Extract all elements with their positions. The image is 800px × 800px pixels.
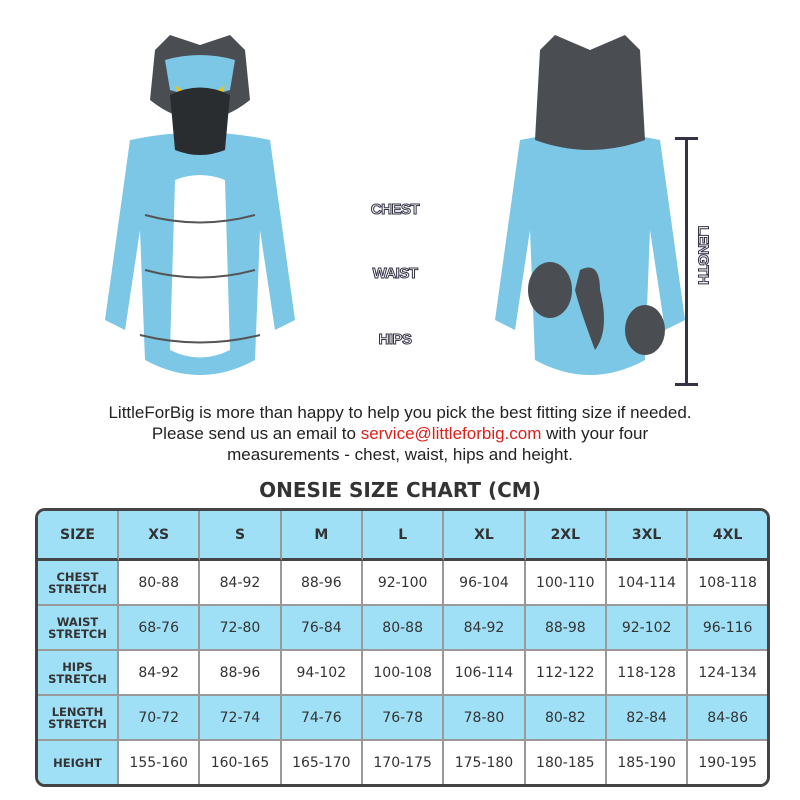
message-line-1: LittleForBig is more than happy to help … bbox=[108, 403, 692, 422]
table-cell: 124-134 bbox=[688, 651, 767, 696]
table-cell: 84-92 bbox=[444, 606, 526, 651]
onesie-front-image bbox=[105, 35, 295, 375]
row-header: LENGTH STRETCH bbox=[38, 696, 119, 741]
row-label: HEIGHT bbox=[53, 755, 102, 770]
table-cell: 185-190 bbox=[606, 741, 689, 784]
table-cell: 80-88 bbox=[119, 561, 201, 606]
table-row: WAIST STRETCH 68-76 72-80 76-84 80-88 84-92 88-… bbox=[38, 606, 767, 651]
table-cell: 118-128 bbox=[606, 651, 689, 696]
table-row: LENGTH STRETCH 70-72 72-74 74-76 76-78 78-80 80… bbox=[38, 696, 767, 741]
table-cell: 190-195 bbox=[688, 741, 767, 784]
table-row: CHEST STRETCH 80-88 84-92 88-96 92-100 96-104 1… bbox=[38, 561, 767, 606]
size-column-header: M bbox=[281, 511, 363, 561]
table-cell: 92-102 bbox=[606, 606, 689, 651]
table-cell: 96-104 bbox=[444, 561, 526, 606]
size-column-header: 3XL bbox=[606, 511, 689, 561]
table-cell: 100-108 bbox=[362, 651, 445, 696]
table-cell: 70-72 bbox=[119, 696, 201, 741]
row-label: LENGTH bbox=[51, 704, 104, 719]
table-cell: 74-76 bbox=[281, 696, 363, 741]
table-cell: 180-185 bbox=[525, 741, 607, 784]
row-header: WAIST STRETCH bbox=[38, 606, 119, 651]
table-cell: 84-86 bbox=[688, 696, 767, 741]
table-cell: 160-165 bbox=[200, 741, 282, 784]
table-cell: 72-74 bbox=[200, 696, 282, 741]
table-cell: 80-82 bbox=[525, 696, 607, 741]
size-header: SIZE bbox=[38, 511, 119, 561]
table-cell: 72-80 bbox=[200, 606, 282, 651]
hips-label: HIPS bbox=[378, 331, 413, 349]
table-cell: 84-92 bbox=[119, 651, 201, 696]
table-cell: 68-76 bbox=[119, 606, 201, 651]
row-header: CHEST STRETCH bbox=[38, 561, 119, 606]
table-cell: 165-170 bbox=[281, 741, 363, 784]
table-cell: 88-96 bbox=[281, 561, 363, 606]
row-sublabel: STRETCH bbox=[48, 581, 107, 596]
table-row: HIPS STRETCH 84-92 88-96 94-102 100-108 106-11… bbox=[38, 651, 767, 696]
length-bar bbox=[685, 138, 688, 384]
table-cell: 170-175 bbox=[362, 741, 445, 784]
table-cell: 80-88 bbox=[362, 606, 445, 651]
table-cell: 78-80 bbox=[444, 696, 526, 741]
length-bar-bottom bbox=[675, 383, 698, 386]
table-cell: 96-116 bbox=[688, 606, 767, 651]
table-cell: 94-102 bbox=[281, 651, 363, 696]
size-column-header: 4XL bbox=[688, 511, 767, 561]
message-line-2: Please send us an email to service@littl… bbox=[151, 424, 649, 443]
onesie-back-image bbox=[495, 35, 685, 375]
size-chart-title: ONESIE SIZE CHART (CM) bbox=[259, 478, 541, 502]
table-cell: 88-96 bbox=[200, 651, 282, 696]
size-column-header: 2XL bbox=[525, 511, 607, 561]
table-cell: 82-84 bbox=[606, 696, 689, 741]
row-label: HIPS bbox=[62, 659, 93, 674]
row-header: HEIGHT bbox=[38, 741, 119, 784]
length-bar-top bbox=[675, 137, 698, 140]
row-sublabel: STRETCH bbox=[48, 716, 107, 731]
table-cell: 76-84 bbox=[281, 606, 363, 651]
message-line-3: measurements - chest, waist, hips and he… bbox=[227, 445, 573, 464]
row-label: CHEST bbox=[56, 569, 99, 584]
table-cell: 106-114 bbox=[444, 651, 526, 696]
table-cell: 175-180 bbox=[444, 741, 526, 784]
size-column-header: L bbox=[362, 511, 445, 561]
waist-label: WAIST bbox=[372, 265, 419, 283]
size-column-header: XS bbox=[119, 511, 201, 561]
table-cell: 92-100 bbox=[362, 561, 445, 606]
size-column-header: S bbox=[200, 511, 282, 561]
table-cell: 100-110 bbox=[525, 561, 607, 606]
table-cell: 155-160 bbox=[119, 741, 201, 784]
length-label: LENGTH bbox=[694, 225, 712, 285]
table-cell: 88-98 bbox=[525, 606, 607, 651]
size-chart-table: SIZE XS S M L XL 2XL 3XL 4XL CHEST STRETCH 80-88 84… bbox=[35, 508, 770, 787]
chest-label: CHEST bbox=[370, 201, 420, 219]
row-sublabel: STRETCH bbox=[48, 626, 107, 641]
row-label: WAIST bbox=[56, 614, 99, 629]
table-cell: 112-122 bbox=[525, 651, 607, 696]
table-cell: 108-118 bbox=[688, 561, 767, 606]
size-column-header: XL bbox=[444, 511, 526, 561]
row-sublabel: STRETCH bbox=[48, 671, 107, 686]
table-cell: 76-78 bbox=[362, 696, 445, 741]
row-header: HIPS STRETCH bbox=[38, 651, 119, 696]
email-link[interactable]: service@littleforbig.com bbox=[360, 424, 542, 443]
table-row: HEIGHT 155-160 160-165 165-170 170-175 175-18… bbox=[38, 741, 767, 784]
table-cell: 104-114 bbox=[606, 561, 689, 606]
table-cell: 84-92 bbox=[200, 561, 282, 606]
